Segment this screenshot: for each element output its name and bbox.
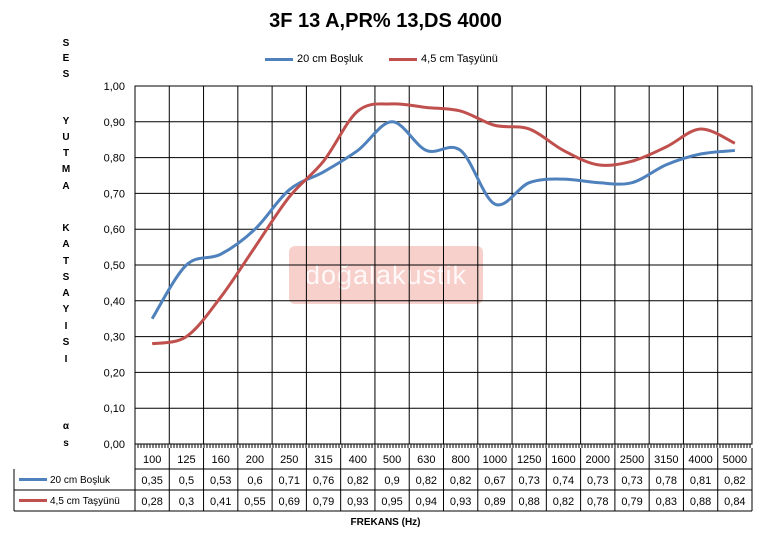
table-cell-value: 0,81 bbox=[690, 475, 711, 487]
y-axis-letter: I bbox=[64, 354, 68, 365]
x-tick-label: 200 bbox=[246, 454, 264, 466]
watermark: doğalakustik bbox=[289, 246, 483, 304]
legend-item-series-2: 4,5 cm Taşyünü bbox=[389, 53, 498, 65]
series-line-1 bbox=[150, 120, 736, 320]
table-series-name: 20 cm Boşluk bbox=[50, 475, 111, 486]
x-tick-label: 1250 bbox=[517, 454, 541, 466]
x-tick-label: 3150 bbox=[654, 454, 678, 466]
y-axis-letter: Y bbox=[62, 304, 70, 315]
table-cell-value: 0,9 bbox=[384, 475, 399, 487]
x-tick-label: 315 bbox=[314, 454, 332, 466]
table-cell-value: 0,82 bbox=[450, 475, 471, 487]
y-tick-label: 0,10 bbox=[104, 403, 125, 415]
y-axis-letter: A bbox=[62, 288, 70, 299]
y-axis-letter: S bbox=[62, 337, 70, 348]
x-tick-label: 1000 bbox=[483, 454, 507, 466]
y-tick-label: 0,00 bbox=[104, 439, 125, 451]
legend-label-series-2: 4,5 cm Taşyünü bbox=[421, 53, 498, 65]
y-tick-label: 0,40 bbox=[104, 296, 125, 308]
y-tick-label: 0,20 bbox=[104, 367, 125, 379]
table-cell-value: 0,73 bbox=[621, 475, 642, 487]
y-tick-label: 0,30 bbox=[104, 332, 125, 344]
table-cell-value: 0,53 bbox=[210, 475, 231, 487]
table-cell-value: 0,82 bbox=[416, 475, 437, 487]
x-tick-label: 400 bbox=[349, 454, 367, 466]
y-tick-label: 1,00 bbox=[104, 81, 125, 93]
table-cell-value: 0,83 bbox=[656, 496, 677, 508]
table-cell-value: 0,73 bbox=[587, 475, 608, 487]
table-cell-value: 0,3 bbox=[179, 496, 194, 508]
x-tick-label: 100 bbox=[143, 454, 161, 466]
x-tick-label: 1600 bbox=[551, 454, 575, 466]
x-tick-label: 630 bbox=[417, 454, 435, 466]
y-axis-letter: A bbox=[62, 239, 70, 250]
y-axis-letter: S bbox=[62, 38, 70, 49]
x-tick-label: 4000 bbox=[688, 454, 712, 466]
table-cell-value: 0,82 bbox=[724, 475, 745, 487]
table-cell-value: 0,76 bbox=[313, 475, 334, 487]
table-cell-value: 0,84 bbox=[724, 496, 745, 508]
table-series-name: 4,5 cm Taşyünü bbox=[50, 496, 120, 507]
y-axis-letter: U bbox=[62, 132, 70, 143]
series-line-2 bbox=[151, 102, 736, 346]
legend-swatch-series-1 bbox=[265, 57, 293, 61]
table-cell-value: 0,35 bbox=[141, 475, 162, 487]
y-axis-letter: s bbox=[63, 438, 69, 449]
table-cell-value: 0,69 bbox=[279, 496, 300, 508]
table-cell-value: 0,82 bbox=[347, 475, 368, 487]
table-cell-value: 0,93 bbox=[450, 496, 471, 508]
legend-label-series-1: 20 cm Boşluk bbox=[297, 53, 364, 65]
x-tick-label: 2500 bbox=[620, 454, 644, 466]
x-tick-label: 800 bbox=[451, 454, 469, 466]
table-cell-value: 0,78 bbox=[656, 475, 677, 487]
table-cell-value: 0,88 bbox=[690, 496, 711, 508]
table-cell-value: 0,55 bbox=[244, 496, 265, 508]
table-cell-value: 0,89 bbox=[484, 496, 505, 508]
x-tick-label: 160 bbox=[212, 454, 230, 466]
table-cell-value: 0,5 bbox=[179, 475, 194, 487]
table-cell-value: 0,78 bbox=[587, 496, 608, 508]
table-cell-value: 0,73 bbox=[518, 475, 539, 487]
y-axis-letter: T bbox=[62, 256, 70, 267]
chart-title: 3F 13 A,PR% 13,DS 4000 bbox=[269, 10, 502, 32]
y-axis-letter: K bbox=[62, 223, 70, 234]
table-cell-value: 0,71 bbox=[279, 475, 300, 487]
table-cell-value: 0,94 bbox=[416, 496, 437, 508]
x-tick-label: 125 bbox=[177, 454, 195, 466]
legend-item-series-1: 20 cm Boşluk bbox=[265, 53, 363, 65]
y-axis-letter: M bbox=[61, 164, 71, 175]
table-cell-value: 0,28 bbox=[141, 496, 162, 508]
x-axis-label: FREKANS (Hz) bbox=[350, 517, 421, 528]
y-axis-letter: Y bbox=[62, 116, 70, 127]
table-cell-value: 0,41 bbox=[210, 496, 231, 508]
table-cell-value: 0,82 bbox=[553, 496, 574, 508]
y-tick-label: 0,70 bbox=[104, 188, 125, 200]
table-cell-value: 0,74 bbox=[553, 475, 574, 487]
y-axis-letter: I bbox=[64, 321, 68, 332]
table-cell-value: 0,95 bbox=[381, 496, 402, 508]
y-tick-label: 0,80 bbox=[104, 153, 125, 165]
y-tick-label: 0,50 bbox=[104, 260, 125, 272]
table-cell-value: 0,79 bbox=[621, 496, 642, 508]
y-axis-letter: A bbox=[62, 181, 70, 192]
y-axis-letter: S bbox=[62, 69, 70, 80]
y-tick-label: 0,60 bbox=[104, 224, 125, 236]
x-tick-label: 250 bbox=[280, 454, 298, 466]
x-tick-label: 500 bbox=[383, 454, 401, 466]
table-cell-value: 0,6 bbox=[247, 475, 262, 487]
y-axis-letter: E bbox=[62, 53, 70, 64]
x-tick-label: 2000 bbox=[586, 454, 610, 466]
table-cell-value: 0,67 bbox=[484, 475, 505, 487]
x-tick-label: 5000 bbox=[723, 454, 747, 466]
y-axis-letter: T bbox=[62, 148, 70, 159]
legend: 20 cm Boşluk 4,5 cm Taşyünü bbox=[265, 53, 518, 65]
table-cell-value: 0,93 bbox=[347, 496, 368, 508]
y-tick-label: 0,90 bbox=[104, 117, 125, 129]
table-cell-value: 0,88 bbox=[518, 496, 539, 508]
table-cell-value: 0,79 bbox=[313, 496, 334, 508]
y-axis-letter: α bbox=[62, 421, 70, 432]
legend-swatch-series-2 bbox=[389, 57, 418, 61]
y-axis-letter: S bbox=[62, 272, 70, 283]
